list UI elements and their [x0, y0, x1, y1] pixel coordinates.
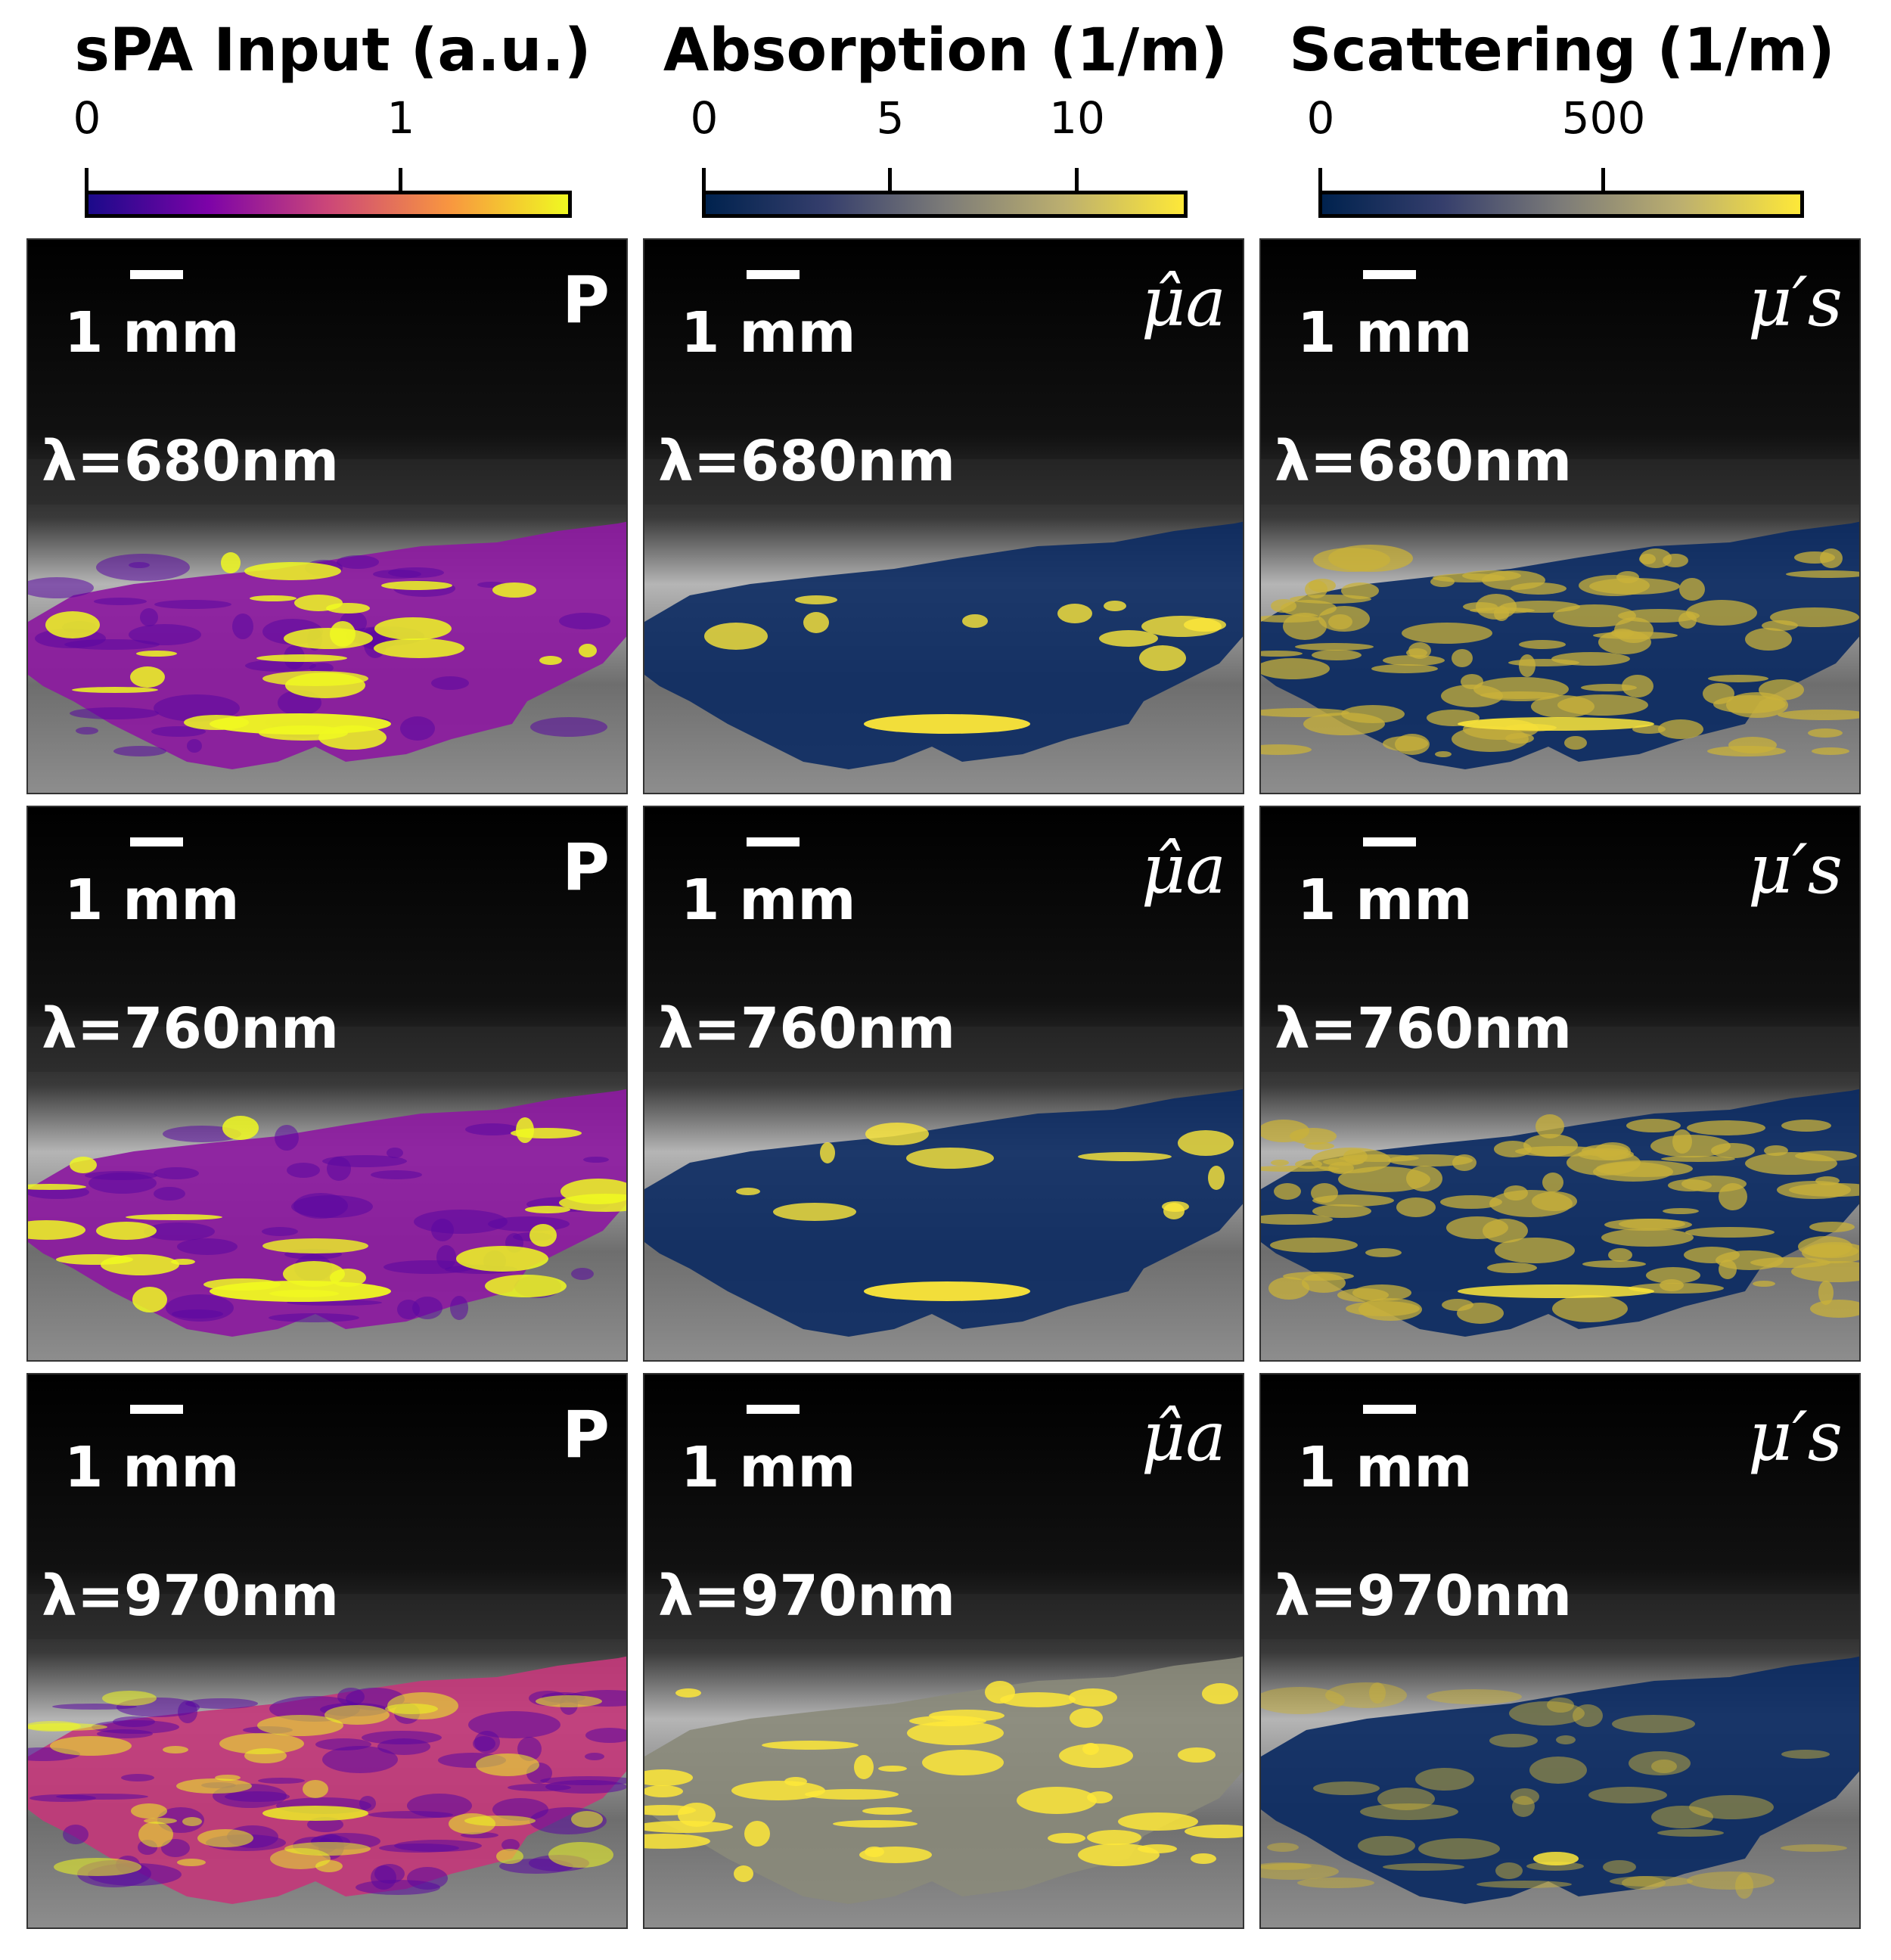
- panel-spa-760nm: 1 mm λ=760nm P: [26, 806, 628, 1362]
- panel-scattering-970nm: 1 mm λ=970nm μ′s: [1259, 1373, 1861, 1929]
- symbol-mu-a-hat: μ̂a: [1141, 1397, 1226, 1477]
- colorbar-scattering: [1318, 191, 1804, 218]
- symbol-mu-s-prime: μ′s: [1747, 1397, 1843, 1477]
- colorbar-2-tick-mark: [1075, 168, 1079, 194]
- ultrasound-image: [644, 807, 1243, 1360]
- column-title-absorption: Absorption (1/m): [663, 17, 1228, 85]
- wavelength-label: λ=970nm: [42, 1564, 340, 1629]
- wavelength-label: λ=680nm: [42, 429, 340, 494]
- panel-absorption-970nm: 1 mm λ=970nm μ̂a: [643, 1373, 1244, 1929]
- scale-bar-label: 1 mm: [681, 868, 856, 933]
- symbol-mu-a-hat: μ̂a: [1141, 830, 1226, 909]
- scale-bar: [747, 837, 800, 846]
- scale-bar-label: 1 mm: [64, 868, 240, 933]
- panel-absorption-760nm: 1 mm λ=760nm μ̂a: [643, 806, 1244, 1362]
- scale-bar: [130, 1405, 183, 1414]
- wavelength-label: λ=760nm: [658, 996, 956, 1061]
- colorbar-3-tick-mark: [1318, 168, 1322, 194]
- ultrasound-image: [644, 240, 1243, 793]
- scale-bar-label: 1 mm: [1297, 1435, 1473, 1500]
- scale-bar-label: 1 mm: [681, 300, 856, 365]
- colorbar-3-tick-0: 0: [1306, 92, 1335, 144]
- scale-bar-label: 1 mm: [681, 1435, 856, 1500]
- panel-scattering-760nm: 1 mm λ=760nm μ′s: [1259, 806, 1861, 1362]
- colorbar-1-tick-0: 0: [73, 92, 101, 144]
- panel-spa-970nm: 1 mm λ=970nm P: [26, 1373, 628, 1929]
- wavelength-label: λ=760nm: [1275, 996, 1573, 1061]
- scale-bar-label: 1 mm: [64, 1435, 240, 1500]
- symbol-mu-s-prime: μ′s: [1747, 830, 1843, 909]
- column-title-scattering: Scattering (1/m): [1289, 17, 1835, 85]
- ultrasound-image: [1261, 1374, 1859, 1927]
- wavelength-label: λ=970nm: [1275, 1564, 1573, 1629]
- symbol-mu-a-hat: μ̂a: [1141, 262, 1226, 342]
- colorbar-1-tick-1: 1: [387, 92, 415, 144]
- symbol-p: P: [561, 262, 610, 338]
- symbol-mu-s-prime: μ′s: [1747, 262, 1843, 342]
- ultrasound-image: [1261, 240, 1859, 793]
- colorbar-2-tick-mark: [702, 168, 706, 194]
- column-title-spa-input: sPA Input (a.u.): [74, 17, 592, 85]
- symbol-p: P: [561, 830, 610, 905]
- ultrasound-image: [1261, 807, 1859, 1360]
- colorbar-1-tick-mark: [85, 168, 88, 194]
- scale-bar-label: 1 mm: [1297, 868, 1473, 933]
- scale-bar: [1363, 837, 1416, 846]
- wavelength-label: λ=680nm: [1275, 429, 1573, 494]
- ultrasound-image: [644, 1374, 1243, 1927]
- wavelength-label: λ=970nm: [658, 1564, 956, 1629]
- wavelength-label: λ=680nm: [658, 429, 956, 494]
- symbol-p: P: [561, 1397, 610, 1473]
- scale-bar: [1363, 1405, 1416, 1414]
- colorbar-3-tick-1: 500: [1561, 92, 1646, 144]
- scale-bar: [130, 270, 183, 279]
- wavelength-label: λ=760nm: [42, 996, 340, 1061]
- ultrasound-image: [28, 807, 626, 1360]
- scale-bar: [130, 837, 183, 846]
- colorbar-2-tick-2: 10: [1049, 92, 1105, 144]
- colorbar-spa: [85, 191, 572, 218]
- colorbar-3-tick-mark: [1601, 168, 1605, 194]
- colorbar-2-tick-0: 0: [690, 92, 719, 144]
- scale-bar: [747, 270, 800, 279]
- panel-spa-680nm: 1 mm λ=680nm P: [26, 238, 628, 794]
- scale-bar: [747, 1405, 800, 1414]
- ultrasound-image: [28, 1374, 626, 1927]
- colorbar-2-tick-1: 5: [876, 92, 905, 144]
- colorbar-1-tick-mark: [399, 168, 402, 194]
- colorbar-absorption: [702, 191, 1188, 218]
- colorbar-2-tick-mark: [888, 168, 892, 194]
- ultrasound-image: [28, 240, 626, 793]
- panel-absorption-680nm: 1 mm λ=680nm μ̂a: [643, 238, 1244, 794]
- panel-scattering-680nm: 1 mm λ=680nm μ′s: [1259, 238, 1861, 794]
- scale-bar: [1363, 270, 1416, 279]
- scale-bar-label: 1 mm: [1297, 300, 1473, 365]
- scale-bar-label: 1 mm: [64, 300, 240, 365]
